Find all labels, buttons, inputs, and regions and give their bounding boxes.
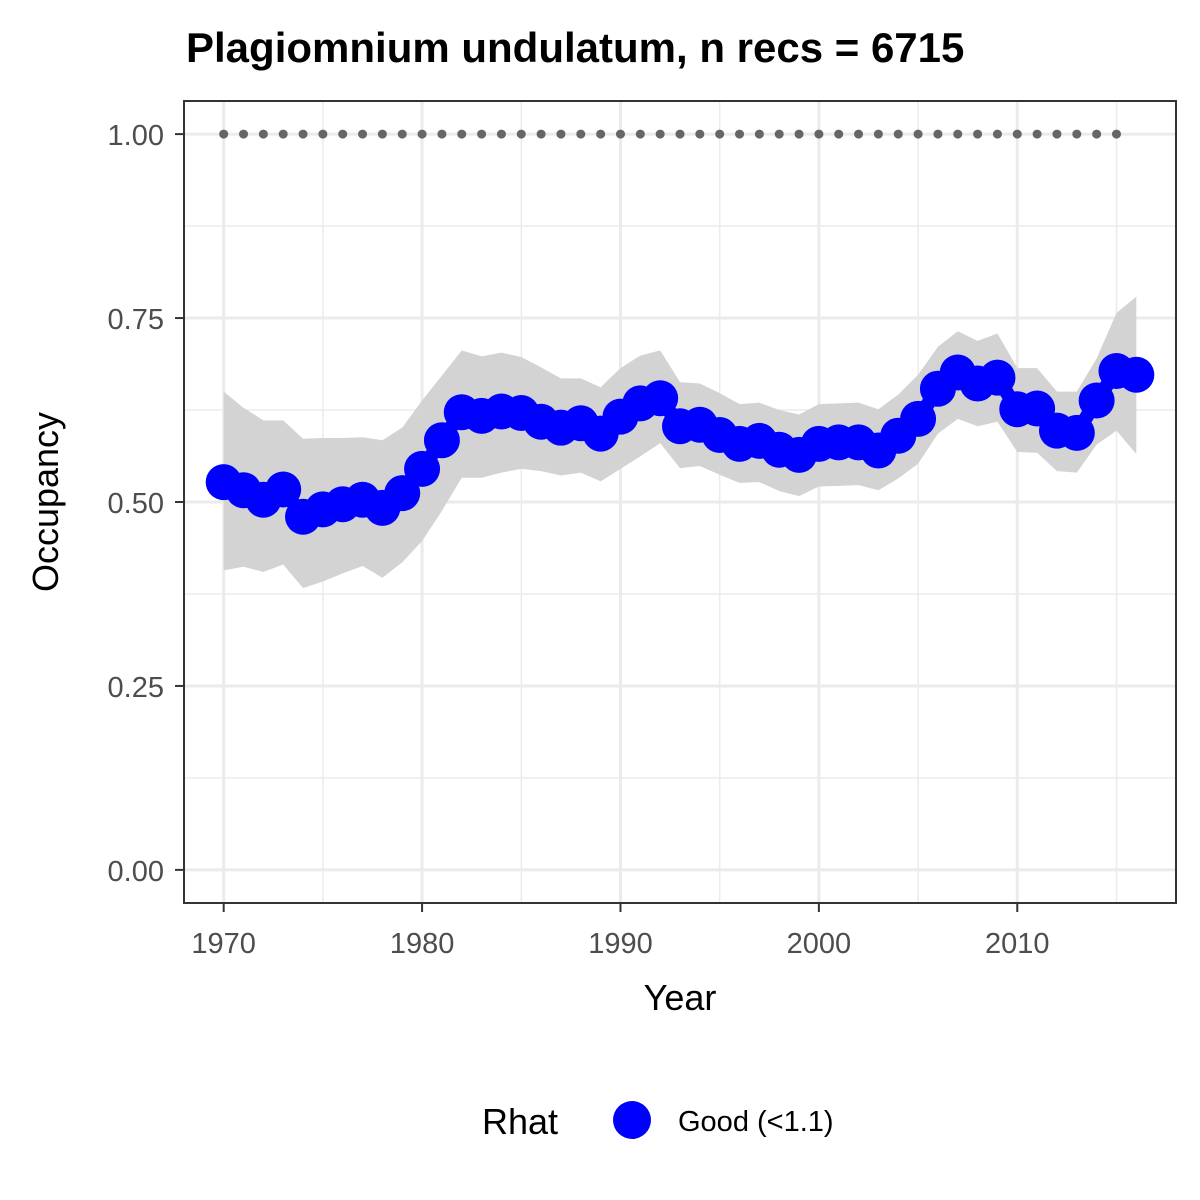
reference-point	[873, 129, 883, 139]
legend-label-good: Good (<1.1)	[678, 1106, 834, 1138]
reference-point	[854, 129, 864, 139]
reference-point	[675, 129, 685, 139]
data-point	[384, 475, 421, 512]
reference-point	[933, 129, 943, 139]
data-point	[1118, 356, 1155, 393]
data-point	[979, 359, 1016, 396]
data-point	[265, 471, 302, 508]
data-point	[1058, 414, 1095, 451]
reference-point	[1012, 129, 1022, 139]
x-tick-label: 2000	[787, 928, 852, 960]
reference-point	[794, 129, 804, 139]
data-point	[642, 380, 679, 417]
reference-point	[477, 129, 487, 139]
legend-key-good	[613, 1101, 651, 1139]
reference-point	[735, 129, 745, 139]
reference-point	[219, 129, 229, 139]
reference-point	[596, 129, 606, 139]
x-tick-label: 2010	[985, 928, 1050, 960]
reference-point	[258, 129, 268, 139]
y-tick-label: 0.75	[108, 304, 164, 336]
reference-point	[536, 129, 546, 139]
reference-point	[576, 129, 586, 139]
reference-point	[338, 129, 348, 139]
y-axis-title: Occupancy	[25, 412, 66, 592]
reference-point	[635, 129, 645, 139]
x-axis-title: Year	[644, 977, 717, 1018]
reference-point	[397, 129, 407, 139]
reference-point	[893, 129, 903, 139]
reference-point	[298, 129, 308, 139]
data-point	[404, 450, 441, 487]
grid	[184, 101, 1176, 903]
reference-point	[754, 129, 764, 139]
y-tick-label: 0.50	[108, 488, 164, 520]
reference-point	[774, 129, 784, 139]
reference-point	[377, 129, 387, 139]
reference-point	[239, 129, 249, 139]
data-point	[900, 400, 937, 437]
reference-point	[1032, 129, 1042, 139]
reference-point	[992, 129, 1002, 139]
chart-title: Plagiomnium undulatum, n recs = 6715	[186, 24, 964, 71]
reference-points	[219, 129, 1121, 139]
x-tick-label: 1970	[191, 928, 256, 960]
reference-point	[695, 129, 705, 139]
reference-point	[913, 129, 923, 139]
reference-point	[814, 129, 824, 139]
x-tick-label: 1990	[588, 928, 653, 960]
axes: 1970 1980 1990 2000 2010 0.00 0.25 0.50 0.75 1.00	[108, 120, 1050, 960]
reference-point	[457, 129, 467, 139]
reference-point	[556, 129, 566, 139]
reference-point	[278, 129, 288, 139]
y-tick-label: 1.00	[108, 120, 164, 152]
reference-point	[516, 129, 526, 139]
legend: Rhat Good (<1.1)	[482, 1101, 834, 1142]
occupancy-points	[205, 353, 1155, 535]
reference-point	[953, 129, 963, 139]
reference-point	[358, 129, 368, 139]
y-tick-label: 0.00	[108, 856, 164, 888]
reference-point	[715, 129, 725, 139]
reference-point	[615, 129, 625, 139]
reference-point	[973, 129, 983, 139]
reference-point	[496, 129, 506, 139]
reference-point	[834, 129, 844, 139]
reference-point	[1111, 129, 1121, 139]
data-point	[423, 422, 460, 459]
legend-title: Rhat	[482, 1101, 558, 1142]
reference-point	[437, 129, 447, 139]
reference-point	[318, 129, 328, 139]
reference-point	[1052, 129, 1062, 139]
reference-point	[1092, 129, 1102, 139]
data-point	[1078, 382, 1115, 419]
x-tick-label: 1980	[390, 928, 455, 960]
reference-point	[655, 129, 665, 139]
reference-point	[1072, 129, 1082, 139]
reference-point	[417, 129, 427, 139]
y-tick-label: 0.25	[108, 672, 164, 704]
